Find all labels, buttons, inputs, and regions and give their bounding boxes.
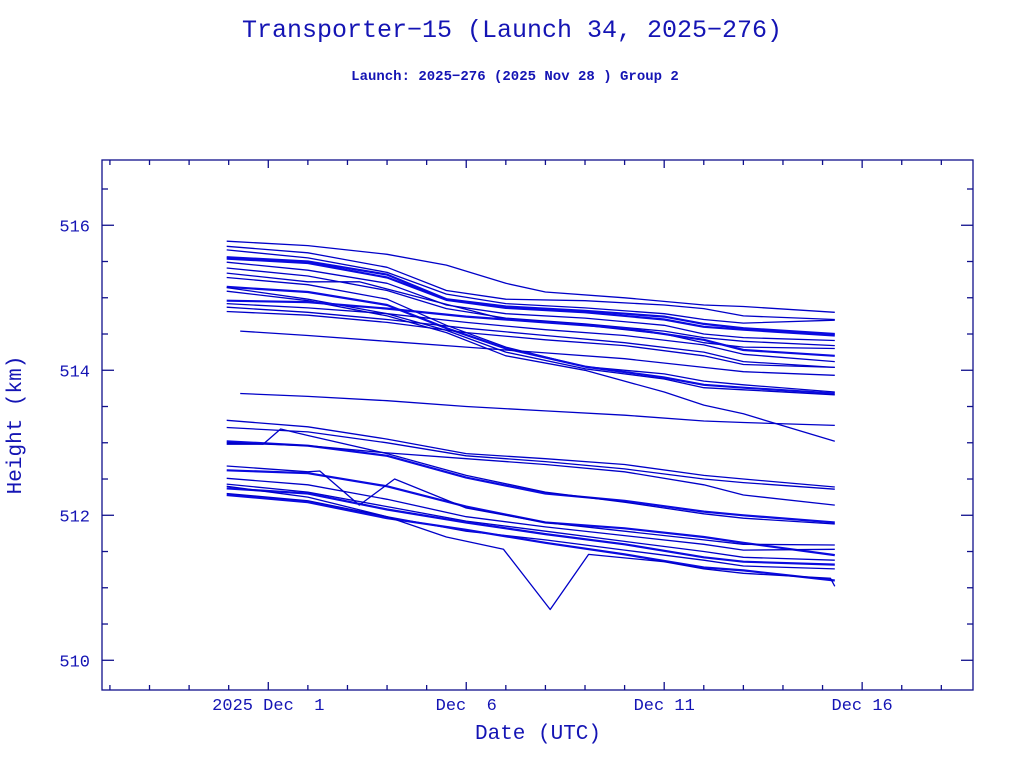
series-line-l2 [226,426,835,490]
y-tick-label: 514 [59,363,90,382]
series-line-u14 [226,302,835,363]
tick-layer [102,160,973,690]
y-tick-label: 510 [59,653,90,672]
x-tick-label: Dec 16 [832,697,893,716]
series-line-l13 [226,485,836,611]
series-line-l9 [226,483,835,561]
series-layer [226,240,836,611]
x-axis-label: Date (UTC) [475,723,601,746]
chart-title: Transporter−15 (Launch 34, 2025−276) [242,16,782,45]
series-line-u5 [226,257,835,337]
series-line-l3 [226,440,835,524]
chart-subtitle: Launch: 2025−276 (2025 Nov 28 ) Group 2 [351,69,679,85]
series-line-u1 [226,240,835,313]
series-line-u6 [226,261,835,342]
series-line-l12 [226,493,835,582]
series-line-u12 [226,290,835,442]
series-line-u16 [226,310,835,369]
series-line-m1 [240,392,835,427]
y-tick-label: 512 [59,508,90,527]
series-line-u7 [226,267,835,347]
plot-frame [101,159,974,691]
x-tick-label: Dec 6 [436,697,497,716]
x-tick-label: Dec 11 [634,697,695,716]
series-line-l10 [226,487,835,566]
series-line-l1 [226,419,835,488]
series-line-l11 [226,492,835,570]
y-tick-label: 516 [59,218,90,237]
series-line-u2 [226,245,835,321]
x-tick-label: 2025 Dec 1 [212,697,324,716]
series-line-u10 [226,285,835,395]
series-line-u15 [226,306,835,369]
y-axis-label: Height (km) [5,356,28,495]
series-line-u13 [226,299,835,357]
series-line-u3 [226,249,835,324]
tick-label-layer: 2025 Dec 1 Dec 6 Dec 11 Dec 16 510 512 514 516 [59,218,892,716]
series-line-u17 [240,330,835,376]
series-line-l7 [226,465,835,546]
series-line-l4 [226,428,835,525]
series-line-l5 [226,442,835,506]
series-line-l8 [226,477,835,551]
series-line-u4 [226,256,835,336]
